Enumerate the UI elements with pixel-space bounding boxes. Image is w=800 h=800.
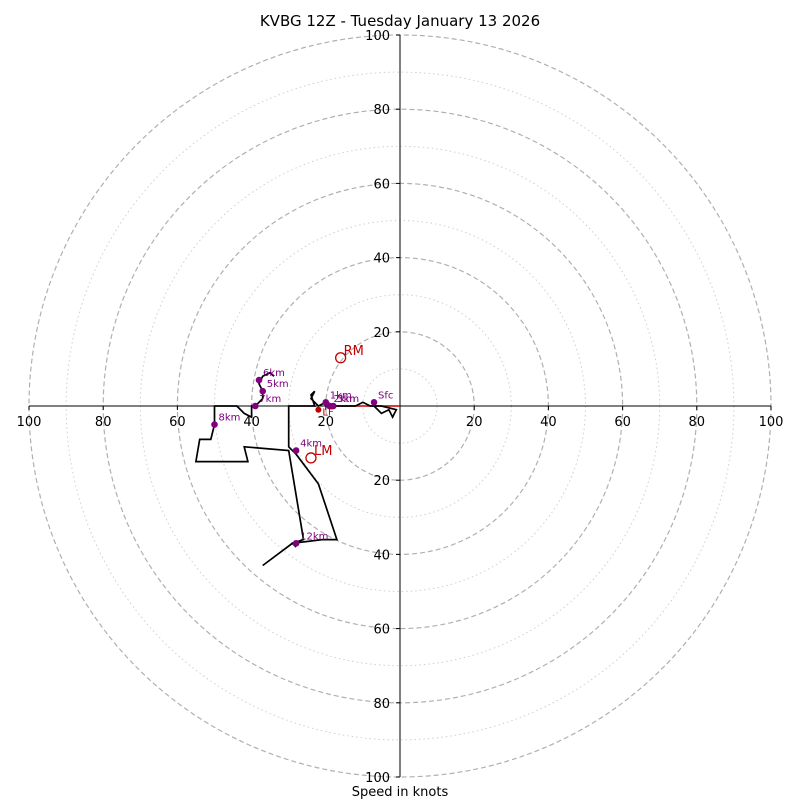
y-tick-label: 40 (373, 548, 390, 563)
y-tick-label: 100 (365, 29, 390, 44)
height-marker-5km (259, 387, 267, 395)
x-tick-label: 80 (689, 415, 706, 430)
storm-motion-label-rm: RM (344, 344, 364, 359)
mean-wind-label: LF (322, 408, 334, 419)
storm-motion-label-lm: LM (314, 444, 332, 459)
height-label-1km: 1km (330, 390, 352, 401)
height-label-3km: 3km (337, 394, 359, 405)
x-tick-label: 40 (540, 415, 557, 430)
y-tick-label: 60 (373, 623, 390, 638)
storm-motion-markers: LF RM LM (305, 344, 364, 464)
x-tick-label: 40 (243, 415, 260, 430)
x-axis-label: Speed in knots (352, 785, 449, 800)
height-marker-3km (329, 402, 337, 410)
y-tick-label: 80 (373, 103, 390, 118)
height-label-4km: 4km (300, 439, 322, 450)
hodograph-trace-group (194, 371, 398, 567)
y-tick-label: 20 (373, 474, 390, 489)
height-label-2km: 2km (334, 394, 356, 405)
height-label-7km: 7km (259, 394, 281, 405)
height-marker-12km (292, 539, 300, 547)
height-marker-Sfc (370, 398, 378, 406)
height-label-8km: 8km (219, 413, 241, 424)
x-tick-label: 20 (318, 415, 335, 430)
hodograph-trace (194, 371, 398, 567)
height-label-12km: 12km (300, 531, 328, 542)
y-tick-label: 100 (365, 771, 390, 786)
x-tick-label: 20 (466, 415, 483, 430)
axis-ticks: 100 80 60 40 20 20 40 60 80 100 20 40 60 80 100 20 40 60 8… (17, 29, 784, 786)
x-tick-label: 100 (759, 415, 784, 430)
chart-title: KVBG 12Z - Tuesday January 13 2026 (260, 12, 540, 30)
y-tick-label: 40 (373, 252, 390, 267)
y-tick-label: 20 (373, 326, 390, 341)
height-label-6km: 6km (263, 368, 285, 379)
storm-motion-lm (305, 452, 317, 464)
height-label-5km: 5km (267, 379, 289, 390)
mean-wind-marker (315, 406, 322, 413)
x-tick-label: 60 (614, 415, 631, 430)
x-tick-label: 80 (95, 415, 112, 430)
height-marker-6km (255, 376, 263, 384)
x-tick-label: 100 (17, 415, 42, 430)
x-tick-label: 60 (169, 415, 186, 430)
height-marker-7km (252, 402, 259, 410)
y-tick-label: 60 (373, 177, 390, 192)
height-marker-8km (211, 421, 218, 428)
height-label-Sfc: Sfc (378, 390, 393, 401)
y-tick-label: 80 (373, 697, 390, 712)
storm-motion-rm (334, 352, 347, 364)
height-marker-4km (292, 447, 300, 454)
